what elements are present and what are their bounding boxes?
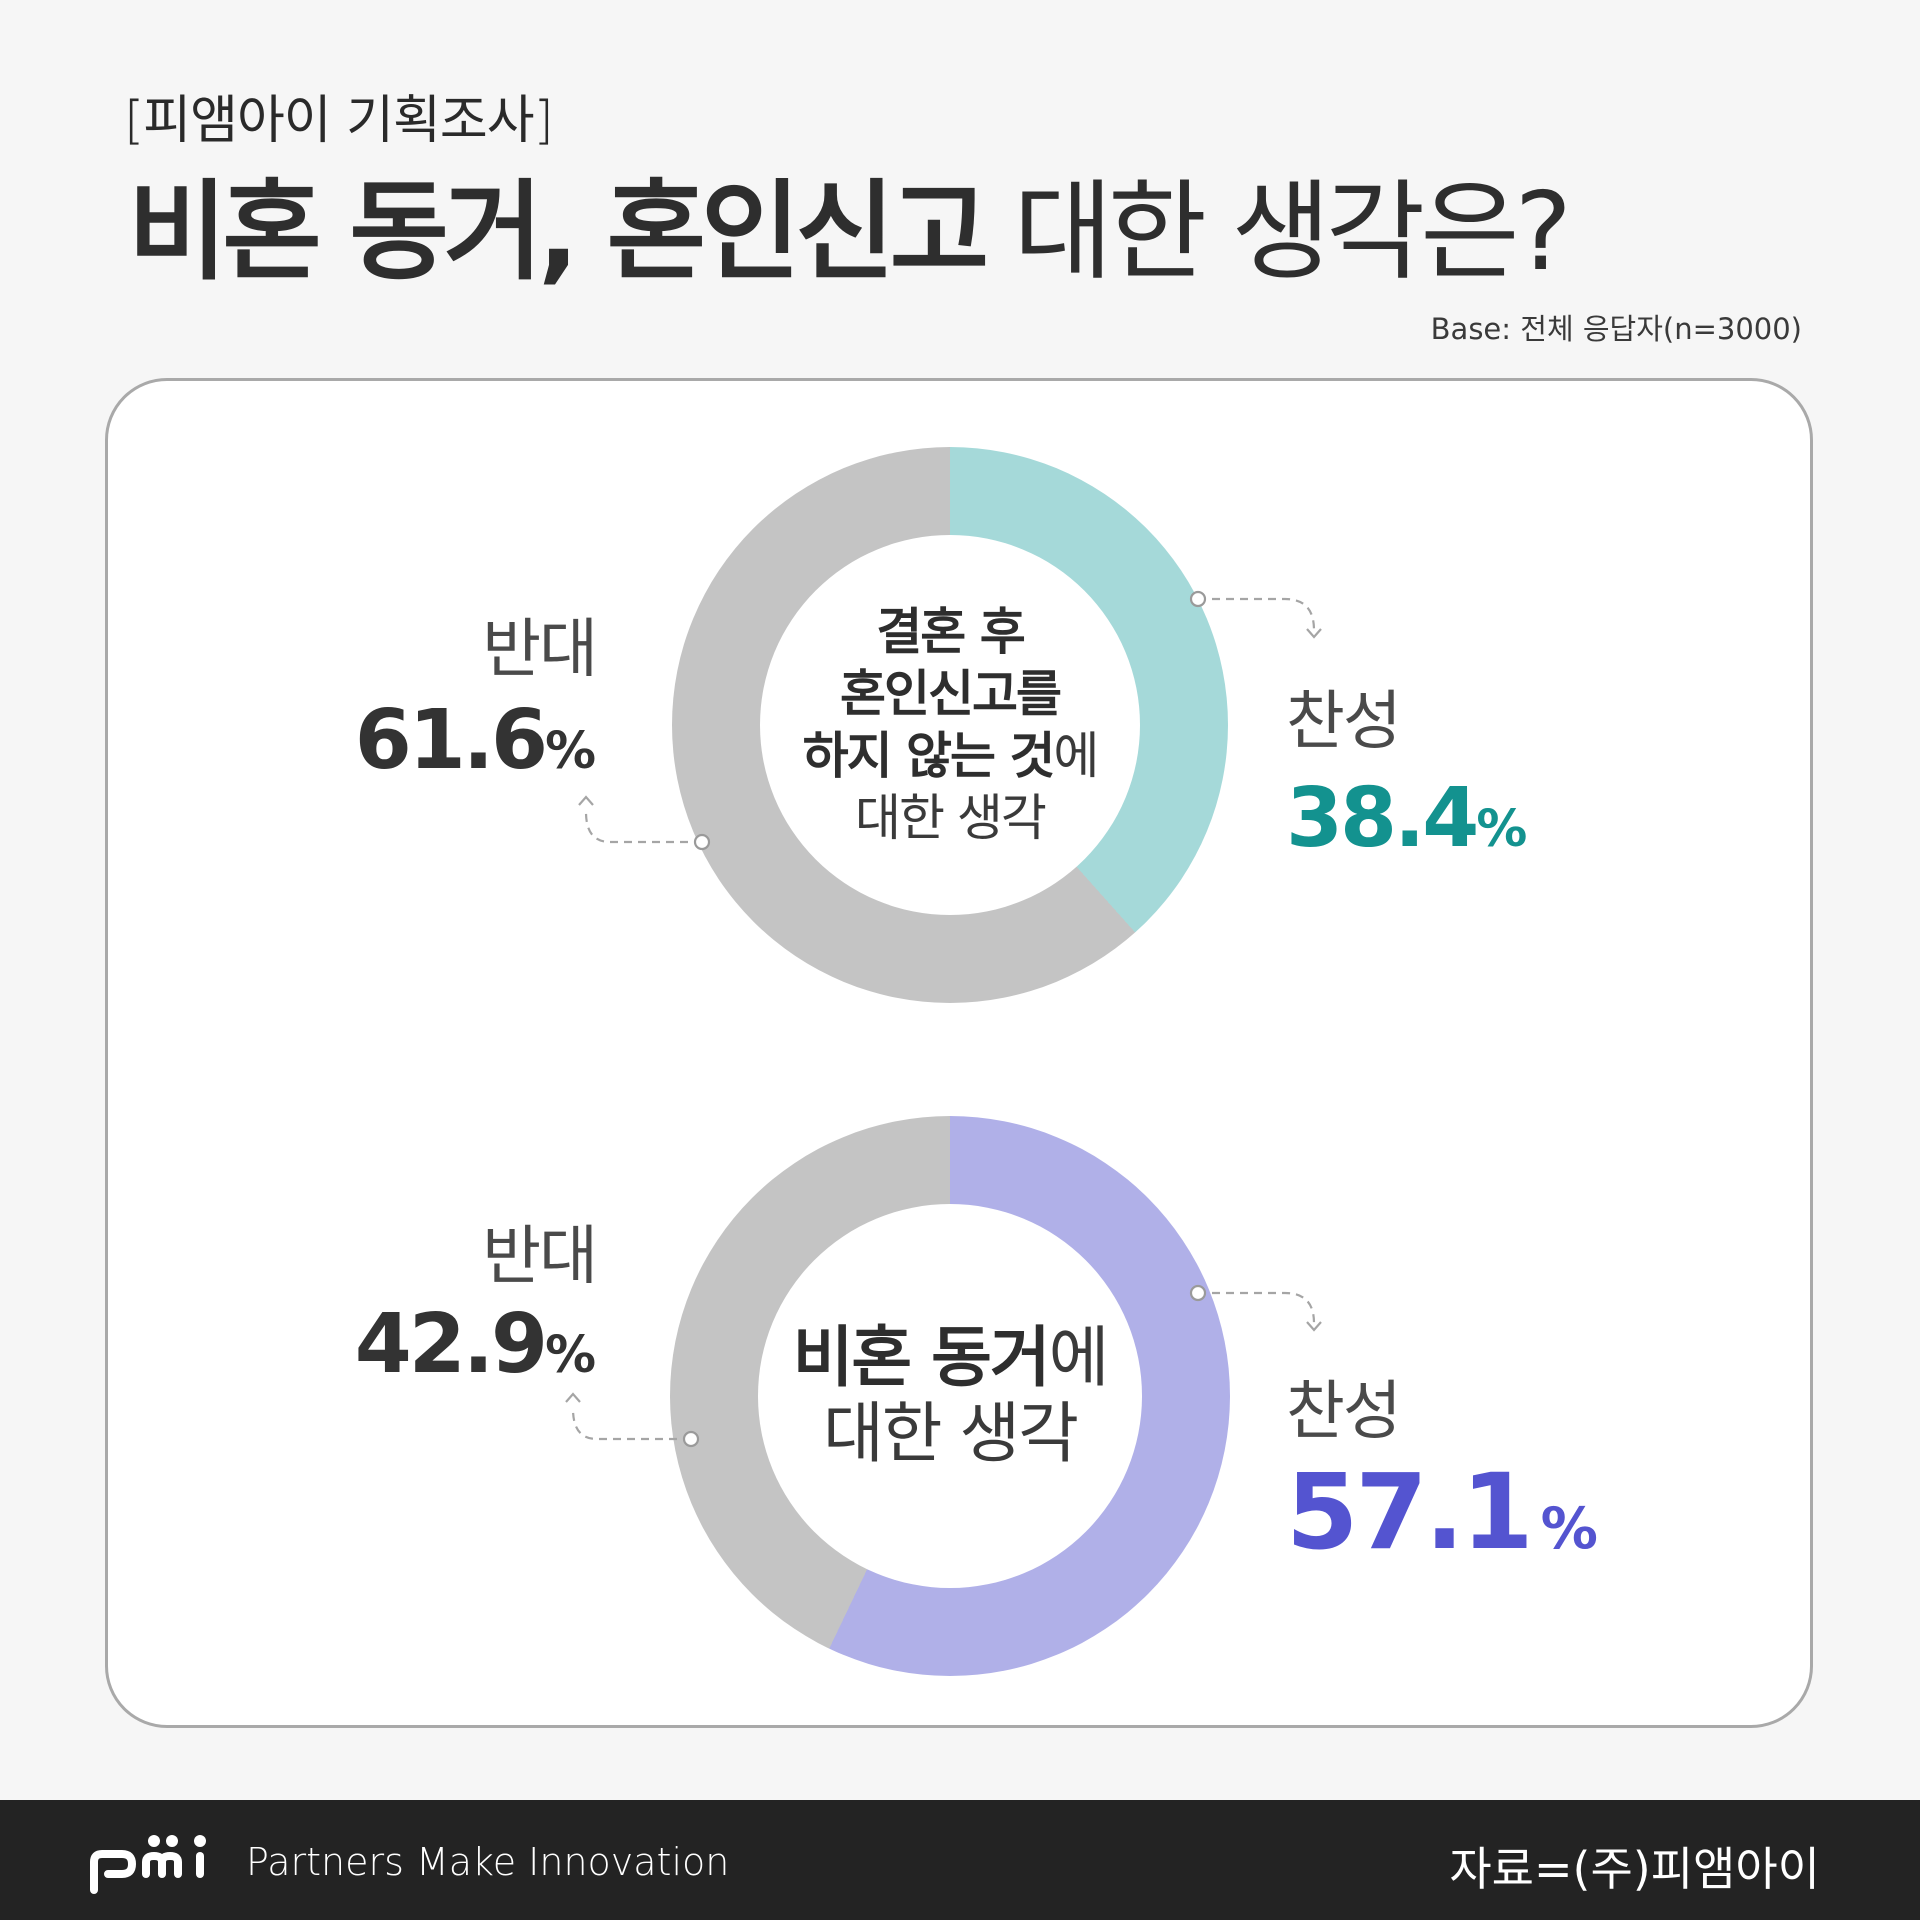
center-line: 하지 않는 것 <box>802 727 1056 785</box>
support-label-1: 찬성 <box>1286 685 1402 759</box>
page-title-light: 대한 생각은? <box>984 170 1571 295</box>
connector-arrow-oppose-2 <box>565 1392 700 1448</box>
footer-source: 자료=(주)피앰아이 <box>1449 1842 1820 1896</box>
donut-center-cohabitation: 비혼 동거에 대한 생각 <box>758 1204 1142 1588</box>
center-line: 혼인신고를 <box>839 665 1062 723</box>
support-value-1: 38.4% <box>1286 771 1528 866</box>
base-note: Base: 전체 응답자(n=3000) <box>1430 312 1802 346</box>
support-value-2: 57.1% <box>1286 1451 1598 1573</box>
footer: Partners Make Innovation 자료=(주)피앰아이 <box>0 1800 1920 1920</box>
support-label-2: 찬성 <box>1286 1375 1402 1449</box>
footer-tagline: Partners Make Innovation <box>246 1840 730 1884</box>
page-title-bold: 비혼 동거, 혼인신고 <box>128 170 989 295</box>
connector-arrow-oppose-1 <box>578 795 711 851</box>
oppose-value-1: 61.6% <box>354 693 596 788</box>
connector-arrow-support-1 <box>1189 590 1322 639</box>
oppose-label-1: 반대 <box>482 613 598 687</box>
center-light: 대한 생각 <box>823 1395 1079 1472</box>
donut-center-marriage-registration: 결혼 후 혼인신고를 하지 않는 것에 대한 생각 <box>760 535 1140 915</box>
center-line: 결혼 후 <box>876 603 1025 661</box>
center-line: 비혼 동거 <box>792 1319 1051 1396</box>
center-light: 대한 생각 <box>855 789 1047 847</box>
page-title: 비혼 동거, 혼인신고 대한 생각은? <box>128 168 1572 298</box>
center-suffix: 에 <box>1048 1319 1110 1396</box>
connector-arrow-support-2 <box>1189 1284 1322 1332</box>
oppose-label-2: 반대 <box>482 1220 598 1294</box>
pmi-logo-icon <box>90 1835 206 1894</box>
survey-tag: [피앰아이 기획조사] <box>124 91 554 151</box>
oppose-value-2: 42.9% <box>354 1297 596 1392</box>
center-suffix: 에 <box>1053 727 1099 785</box>
